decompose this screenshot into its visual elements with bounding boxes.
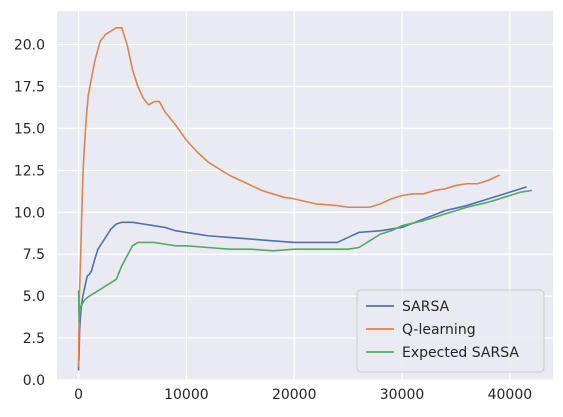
- x-tick-label: 30000: [380, 387, 425, 403]
- legend-label-q-learning: Q-learning: [402, 322, 476, 338]
- y-tick-label: 5.0: [23, 289, 45, 305]
- y-tick-label: 15.0: [14, 121, 45, 137]
- x-tick-label: 10000: [164, 387, 209, 403]
- series-line-q-learning: [77, 26, 500, 368]
- grid: [57, 11, 553, 381]
- legend-label-sarsa: SARSA: [402, 299, 450, 315]
- tick-labels: 0 10000 20000 30000 40000 0.0 2.5 5.0 7.5 10.0 12.…: [14, 38, 532, 403]
- y-tick-label: 0.0: [23, 373, 45, 389]
- y-tick-label: 10.0: [14, 205, 45, 221]
- y-tick-label: 20.0: [14, 38, 45, 54]
- legend-label-expected-sarsa: Expected SARSA: [402, 345, 519, 361]
- series-layer: [77, 26, 533, 371]
- series-line-sarsa: [77, 186, 527, 371]
- y-tick-label: 12.5: [14, 163, 45, 179]
- y-tick-label: 2.5: [23, 331, 45, 347]
- x-tick-label: 0: [74, 387, 83, 403]
- legend: SARSA Q-learning Expected SARSA: [356, 289, 545, 373]
- x-tick-label: 40000: [488, 387, 533, 403]
- y-tick-label: 7.5: [23, 247, 45, 263]
- y-tick-label: 17.5: [14, 79, 45, 95]
- series-line-expected-sarsa: [77, 189, 533, 323]
- legend-box: [356, 289, 545, 373]
- x-tick-label: 20000: [272, 387, 317, 403]
